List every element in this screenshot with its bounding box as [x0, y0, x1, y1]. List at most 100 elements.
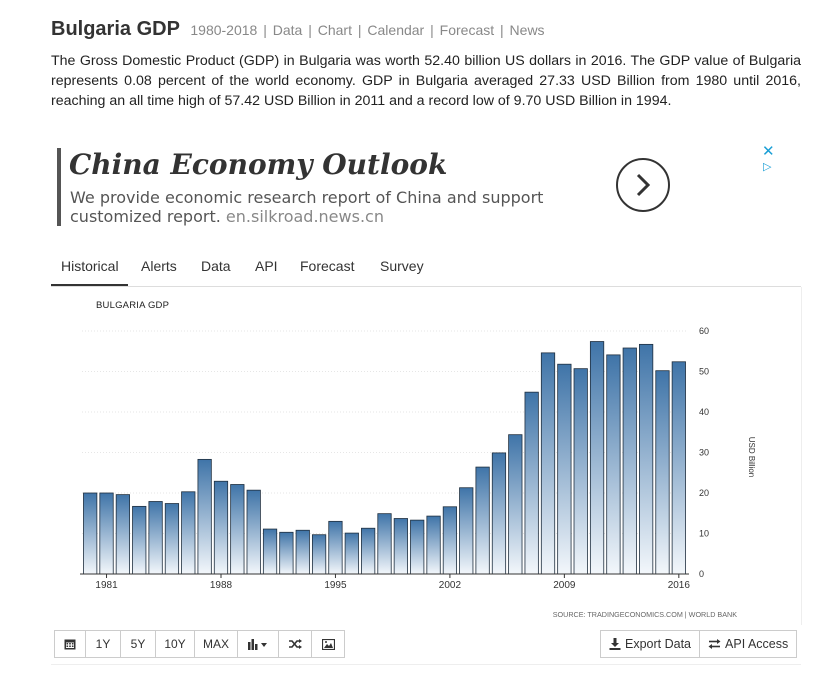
api-access-button[interactable]: API Access [699, 630, 798, 658]
x-tick-label: 2009 [553, 580, 576, 591]
bar-1996[interactable] [344, 532, 359, 575]
bar-2002[interactable] [442, 506, 458, 575]
bar-1980[interactable] [83, 492, 98, 575]
tab-historical[interactable]: Historical [61, 258, 119, 274]
api-access-label: API Access [725, 637, 789, 651]
bar-2009[interactable] [557, 363, 572, 575]
tab-data[interactable]: Data [201, 258, 231, 274]
section-divider [51, 664, 801, 665]
link-chart[interactable]: Chart [317, 22, 352, 38]
compare-button[interactable] [278, 630, 312, 658]
x-tick-label: 2002 [439, 580, 462, 591]
chart-source: SOURCE: TRADINGECONOMICS.COM | WORLD BAN… [553, 610, 737, 619]
y-tick-label: 20 [699, 488, 709, 498]
link-range[interactable]: 1980-2018 [190, 22, 258, 38]
ad-text: We provide economic research report of C… [70, 188, 544, 226]
y-tick-label: 60 [699, 326, 709, 336]
y-tick-label: 10 [699, 529, 709, 539]
image-icon [321, 638, 335, 650]
range-10y-button[interactable]: 10Y [155, 630, 195, 658]
bar-2001[interactable] [426, 515, 441, 575]
bar-1981[interactable] [99, 492, 114, 575]
bar-2003[interactable] [459, 487, 474, 575]
tab-alerts[interactable]: Alerts [141, 258, 177, 274]
bar-1994[interactable] [311, 534, 327, 575]
bar-2011[interactable] [589, 341, 605, 575]
range-1y-button[interactable]: 1Y [85, 630, 121, 658]
bar-2004[interactable] [475, 466, 490, 575]
bar-2010[interactable] [573, 368, 588, 575]
calendar-button[interactable] [54, 630, 86, 658]
tab-survey[interactable]: Survey [380, 258, 424, 274]
bar-1990[interactable] [246, 489, 261, 575]
bar-2013[interactable] [622, 347, 637, 575]
export-tools: Export Data API Access [600, 630, 798, 658]
bar-1984[interactable] [148, 501, 163, 575]
export-data-label: Export Data [625, 637, 692, 651]
shuffle-icon [289, 639, 302, 649]
ad-banner[interactable]: China Economy Outlook We provide economi… [57, 143, 781, 228]
link-news[interactable]: News [509, 22, 545, 38]
ad-arrow-button[interactable] [616, 158, 670, 212]
ad-url[interactable]: en.silkroad.news.cn [225, 207, 384, 226]
bar-2015[interactable] [655, 370, 670, 575]
chart-type-button[interactable] [237, 630, 279, 658]
link-calendar[interactable]: Calendar [367, 22, 425, 38]
link-forecast[interactable]: Forecast [439, 22, 495, 38]
bar-chart-icon [248, 639, 267, 650]
y-axis-label: USD Billion [747, 437, 756, 477]
bar-1998[interactable] [377, 513, 392, 575]
y-tick-label: 0 [699, 569, 704, 579]
gdp-description: The Gross Domestic Product (GDP) in Bulg… [51, 53, 801, 109]
bar-2000[interactable] [410, 519, 425, 575]
range-5y-button[interactable]: 5Y [120, 630, 156, 658]
y-tick-label: 40 [699, 407, 709, 417]
x-tick-label: 1995 [324, 580, 347, 591]
bar-1987[interactable] [197, 458, 212, 575]
chart-title: BULGARIA GDP [96, 300, 170, 311]
page-title: Bulgaria GDP [51, 18, 180, 40]
link-data[interactable]: Data [272, 22, 303, 38]
bar-2014[interactable] [639, 343, 654, 575]
page-header: Bulgaria GDP 1980-2018 | Data | Chart | … [51, 18, 545, 41]
x-tick-label: 2016 [668, 580, 691, 591]
range-max-button[interactable]: MAX [194, 630, 238, 658]
bar-1986[interactable] [181, 491, 196, 575]
active-tab-indicator [51, 284, 128, 286]
y-tick-label: 50 [699, 367, 709, 377]
bar-2008[interactable] [540, 352, 556, 575]
bar-2016[interactable] [671, 361, 686, 575]
y-tick-label: 30 [699, 448, 709, 458]
header-links: 1980-2018 | Data | Chart | Calendar | Fo… [190, 22, 545, 38]
bar-2012[interactable] [606, 354, 621, 575]
ad-title[interactable]: China Economy Outlook [69, 148, 448, 181]
x-tick-label: 1988 [210, 580, 233, 591]
adchoices-icon[interactable]: ▷ [763, 161, 772, 173]
calendar-icon [64, 639, 76, 650]
bar-1993[interactable] [295, 529, 310, 575]
export-data-button[interactable]: Export Data [600, 630, 701, 658]
tab-api[interactable]: API [255, 258, 278, 274]
ad-body: We provide economic research report of C… [70, 188, 590, 226]
bar-2005[interactable] [491, 452, 507, 575]
bar-1997[interactable] [361, 527, 376, 575]
bar-1983[interactable] [132, 505, 147, 575]
bar-1989[interactable] [230, 484, 245, 575]
download-icon [609, 638, 621, 650]
bar-1991[interactable] [262, 528, 278, 575]
exchange-icon [708, 639, 721, 649]
bar-1982[interactable] [115, 494, 130, 575]
bar-1992[interactable] [279, 531, 294, 575]
close-icon[interactable]: ✕ [762, 143, 775, 160]
bar-2006[interactable] [508, 434, 523, 575]
bar-1985[interactable] [164, 503, 180, 575]
bar-1988[interactable] [213, 480, 229, 575]
chart-canvas: 1981 1988 1995 2002 2009 2016 0 10 20 30 40 50 60 U… [80, 326, 756, 619]
bar-1999[interactable] [393, 518, 408, 575]
chart-toolbar: 1Y 5Y 10Y MAX [54, 630, 345, 660]
bar-1995[interactable] [328, 520, 343, 575]
bar-2007[interactable] [524, 391, 539, 575]
tab-forecast[interactable]: Forecast [300, 258, 355, 274]
image-button[interactable] [311, 630, 345, 658]
